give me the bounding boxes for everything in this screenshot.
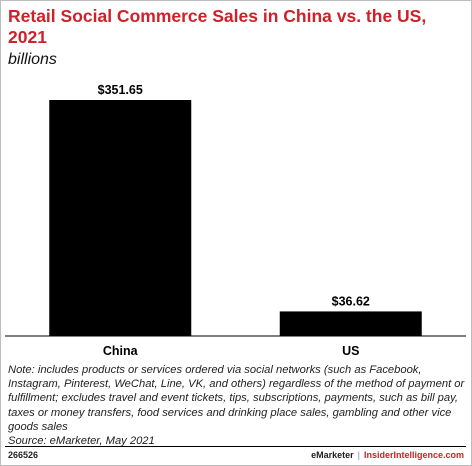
bar-china: [49, 100, 192, 336]
brand-insider-intelligence: InsiderIntelligence.com: [363, 450, 464, 460]
category-label-china: China: [103, 344, 139, 358]
chart-title: Retail Social Commerce Sales in China vs…: [8, 6, 427, 47]
brand-emarketer: eMarketer: [311, 450, 354, 460]
chart-subtitle: billions: [8, 51, 57, 68]
brand-separator: |: [357, 450, 360, 460]
chart-notes: Note: includes products or services orde…: [8, 363, 466, 448]
chart-id: 266526: [8, 450, 39, 460]
footer-divider: [5, 446, 466, 447]
bar-us: [279, 311, 422, 336]
value-label-china: $351.65: [98, 83, 143, 97]
bars-group: $351.65 China $36.62 US: [49, 83, 422, 358]
bar-chart: $351.65 China $36.62 US: [5, 83, 466, 358]
note-text: Note: includes products or services orde…: [8, 364, 465, 433]
brand-credit: eMarketer | InsiderIntelligence.com: [311, 450, 464, 460]
value-label-us: $36.62: [332, 294, 370, 308]
category-label-us: US: [342, 344, 359, 358]
source-text: Source: eMarketer, May 2021: [8, 435, 155, 448]
